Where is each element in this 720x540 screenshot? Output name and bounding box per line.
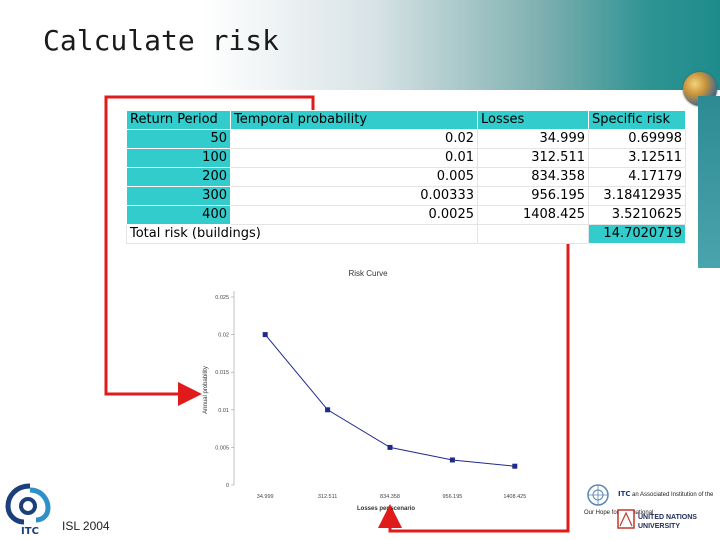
- data-point: [449, 457, 455, 463]
- chart-title: Risk Curve: [348, 269, 388, 278]
- data-point: [387, 444, 393, 450]
- un-name-line1: UNITED NATIONS: [638, 514, 697, 521]
- itc-associated-line: an Associated Institution of the: [632, 492, 714, 498]
- specific-risk-cell: 0.69998: [588, 129, 686, 149]
- data-point: [512, 463, 518, 469]
- data-point: [325, 407, 331, 413]
- header-losses: Losses: [477, 110, 589, 130]
- svg-text:ITC: ITC: [21, 526, 39, 536]
- slide-title: Calculate risk: [43, 24, 280, 57]
- losses-cell: 312.511: [477, 148, 589, 168]
- total-risk-label: Total risk (buildings): [126, 224, 478, 244]
- x-tick-label: 1408.425: [503, 494, 526, 500]
- itc-logo-icon: ITC: [5, 483, 51, 536]
- table-row: 50 0.02 34.999 0.69998: [126, 129, 686, 149]
- losses-cell: 956.195: [477, 186, 589, 206]
- losses-cell: 834.358: [477, 167, 589, 187]
- probability-cell: 0.00333: [230, 186, 478, 206]
- x-tick-label: 834.358: [380, 494, 400, 500]
- specific-risk-cell: 4.17179: [588, 167, 686, 187]
- return-period-cell: 300: [126, 186, 231, 206]
- risk-table: Return Period Temporal probability Losse…: [126, 110, 686, 244]
- data-point: [262, 332, 268, 338]
- losses-cell: 34.999: [477, 129, 589, 149]
- total-risk-value: 14.7020719: [588, 224, 686, 244]
- y-tick-label: 0: [226, 483, 229, 489]
- un-name-line2: UNIVERSITY: [638, 523, 680, 530]
- unu-emblem-icon: [617, 509, 635, 529]
- y-tick-label: 0.015: [215, 370, 229, 376]
- specific-risk-cell: 3.18412935: [588, 186, 686, 206]
- return-period-cell: 100: [126, 148, 231, 168]
- table-row: 400 0.0025 1408.425 3.5210625: [126, 205, 686, 225]
- return-period-cell: 400: [126, 205, 231, 225]
- partner-logos: Our Hope for International ITC an Associ…: [584, 484, 714, 530]
- chart-plot-area: 0 0.005 0.01 0.015 0.02 0.025 34.999 312.511 834…: [215, 291, 526, 500]
- losses-cell: 1408.425: [477, 205, 589, 225]
- chart-x-axis-label: Losses per scenario: [357, 506, 415, 512]
- specific-risk-cell: 3.5210625: [588, 205, 686, 225]
- decorative-side-strip: [698, 96, 720, 268]
- x-tick-label: 312.511: [318, 494, 337, 500]
- header-temporal-probability: Temporal probability: [230, 110, 478, 130]
- probability-cell: 0.0025: [230, 205, 478, 225]
- table-row: 100 0.01 312.511 3.12511: [126, 148, 686, 168]
- header-gradient-band: [0, 0, 720, 90]
- chart-y-axis-label: Annual probability: [203, 366, 209, 414]
- footer-text: ISL 2004: [62, 519, 110, 533]
- y-tick-label: 0.005: [215, 445, 229, 451]
- return-period-cell: 200: [126, 167, 231, 187]
- specific-risk-cell: 3.12511: [588, 148, 686, 168]
- risk-curve-chart: Risk Curve Annual probability Losses per…: [203, 269, 526, 512]
- probability-cell: 0.02: [230, 129, 478, 149]
- table-header-row: Return Period Temporal probability Losse…: [126, 110, 686, 130]
- total-empty-cell: [477, 224, 589, 244]
- return-period-cell: 50: [126, 129, 231, 149]
- x-tick-label: 956.195: [442, 494, 462, 500]
- table-row: 200 0.005 834.358 4.17179: [126, 167, 686, 187]
- x-tick-label: 34.999: [257, 494, 274, 500]
- itc-small-logo: ITC: [618, 490, 631, 498]
- table-total-row: Total risk (buildings) 14.7020719: [126, 224, 686, 244]
- probability-cell: 0.005: [230, 167, 478, 187]
- y-tick-label: 0.01: [218, 408, 229, 414]
- table-row: 300 0.00333 956.195 3.18412935: [126, 186, 686, 206]
- header-return-period: Return Period: [126, 110, 231, 130]
- header-specific-risk: Specific risk: [588, 110, 686, 130]
- y-tick-label: 0.02: [218, 333, 229, 339]
- y-tick-label: 0.025: [215, 295, 229, 301]
- probability-cell: 0.01: [230, 148, 478, 168]
